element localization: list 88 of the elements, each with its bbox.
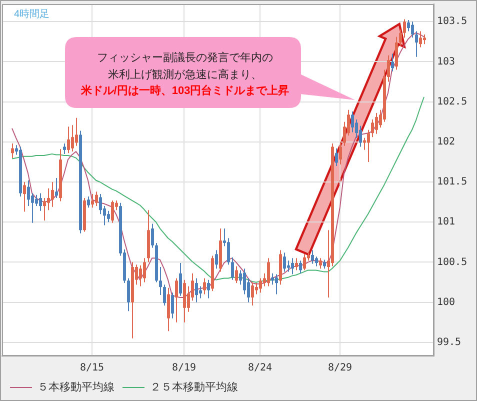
y-tick-label: 101	[437, 216, 456, 228]
candlestick	[111, 200, 114, 224]
annotation: 米ドル/円は一時、103円台ミドルまで上昇	[80, 85, 290, 98]
y-tick-label: 100	[437, 296, 456, 308]
candlestick	[291, 258, 294, 275]
candlestick	[275, 274, 278, 295]
candlestick	[283, 252, 286, 272]
candlestick	[199, 286, 202, 299]
candlestick	[67, 126, 70, 154]
candlestick	[127, 278, 130, 312]
candlestick	[271, 272, 274, 286]
candlestick	[99, 194, 102, 215]
candlestick	[215, 250, 218, 270]
annotation: 米利上げ観測が急速に高まり、	[108, 68, 262, 82]
candlestick	[47, 188, 50, 211]
candlestick	[143, 258, 146, 283]
candlestick	[367, 129, 370, 162]
legend-label: ２５本移動平均線	[150, 380, 238, 394]
candlestick	[407, 20, 410, 32]
y-tick-label: 100.5	[437, 256, 468, 268]
candlestick	[231, 256, 234, 280]
candlestick	[259, 278, 262, 294]
candlestick	[75, 117, 78, 146]
candlestick	[195, 278, 198, 303]
candlestick	[267, 258, 270, 287]
candlestick	[399, 29, 402, 46]
candlestick	[175, 278, 178, 323]
candlestick	[335, 148, 338, 166]
x-tick-label: 8/24	[248, 362, 272, 374]
candlestick	[243, 268, 246, 295]
y-tick-label: 103	[437, 56, 456, 68]
candlestick	[203, 278, 206, 295]
candlestick	[27, 180, 30, 207]
candlestick	[255, 282, 258, 295]
candlestick	[403, 18, 406, 38]
candlestick	[419, 30, 422, 48]
candlestick	[355, 118, 358, 138]
y-tick-label: 102.5	[437, 96, 468, 108]
y-tick-label: 101.5	[437, 176, 468, 188]
candlestick	[319, 258, 322, 270]
candlestick	[55, 177, 58, 199]
candlestick	[339, 141, 342, 165]
candlestick	[139, 264, 142, 287]
text: 4時間足	[14, 8, 50, 20]
candlestick	[63, 143, 66, 154]
candlestick	[35, 194, 38, 207]
candlestick	[391, 53, 394, 72]
candlestick	[43, 198, 46, 221]
candlestick	[411, 21, 414, 38]
y-tick-label: 99.5	[437, 336, 462, 348]
candlestick	[163, 284, 166, 306]
candlestick	[311, 250, 314, 264]
x-tick-label: 8/19	[172, 362, 196, 374]
candlestick	[91, 194, 94, 208]
candlestick	[375, 112, 378, 134]
candlestick	[87, 196, 90, 208]
candlestick	[171, 292, 174, 319]
candlestick	[235, 266, 238, 284]
annotation: フィッシャー副議長の発言で年内の	[97, 52, 273, 65]
candlestick	[315, 256, 318, 267]
candlestick	[227, 238, 230, 266]
candlestick	[11, 143, 14, 158]
candlestick	[251, 282, 254, 306]
candlestick	[39, 192, 42, 212]
candlestick	[371, 118, 374, 138]
x-tick-label: 8/15	[80, 362, 104, 374]
candlestick	[295, 258, 298, 271]
candlestick	[107, 210, 110, 223]
candlestick	[71, 124, 74, 152]
candlestick	[51, 182, 54, 208]
candlestick	[159, 266, 162, 296]
y-tick-label: 102	[437, 136, 456, 148]
candlestick	[423, 34, 426, 45]
candlestick	[151, 223, 154, 248]
candlestick	[351, 110, 354, 133]
candlestick	[23, 182, 26, 212]
candlestick	[299, 260, 302, 274]
candlestick	[359, 125, 362, 148]
candlestick	[303, 254, 306, 271]
y-tick-label: 103.5	[437, 16, 468, 28]
candlestick	[287, 260, 290, 272]
candlestick	[95, 191, 98, 207]
candlestick	[207, 279, 210, 299]
x-tick-label: 8/29	[328, 362, 352, 374]
legend-label: ５本移動平均線	[38, 380, 114, 394]
candlestick	[387, 54, 390, 82]
candlestick	[415, 30, 418, 58]
candlestick	[179, 262, 182, 296]
